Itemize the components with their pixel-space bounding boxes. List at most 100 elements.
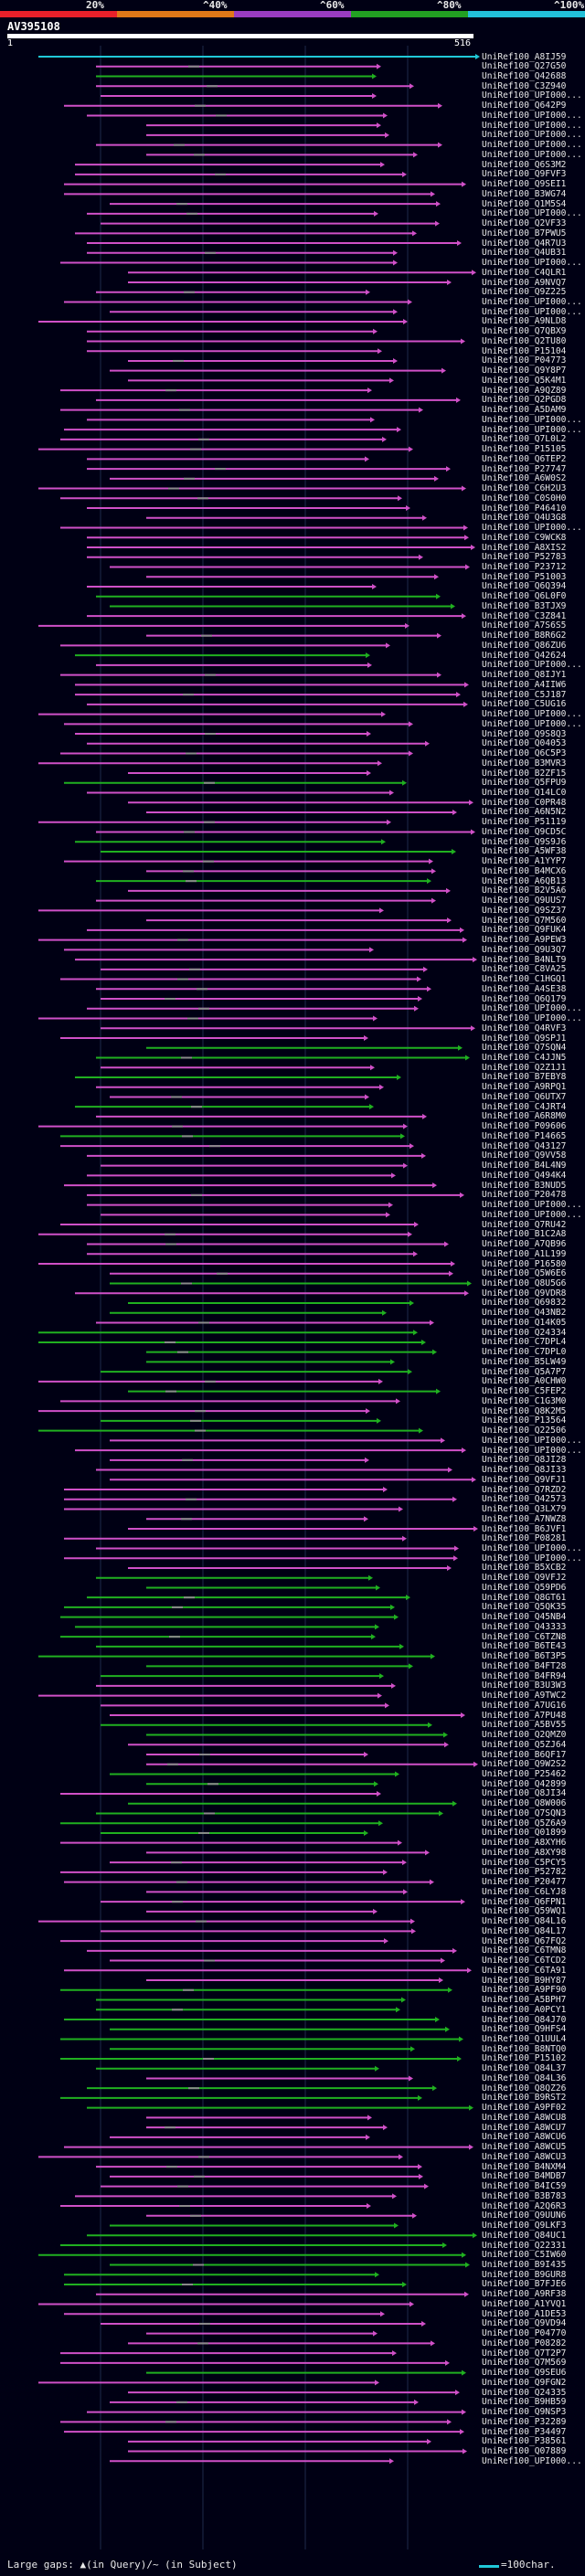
hit-label[interactable]: UniRef100_A5BV55 <box>482 1720 567 1731</box>
hit-label[interactable]: UniRef100_UPI000... <box>482 414 582 425</box>
hit-label[interactable]: UniRef100_Q1M5S4 <box>482 198 567 209</box>
hit-label[interactable]: UniRef100_C0PR48 <box>482 797 567 808</box>
hit-label[interactable]: UniRef100_C1G3M0 <box>482 1395 567 1406</box>
hit-label[interactable]: UniRef100_Q8JI28 <box>482 1455 567 1466</box>
hit-label[interactable]: UniRef100_B7PWU5 <box>482 228 567 239</box>
hit-label[interactable]: UniRef100_C4QLR1 <box>482 267 567 278</box>
hit-label[interactable]: UniRef100_C1HGQ1 <box>482 974 567 985</box>
hit-label[interactable]: UniRef100_B3B783 <box>482 2190 567 2201</box>
hit-label[interactable]: UniRef100_C5IW60 <box>482 2250 567 2261</box>
hit-label[interactable]: UniRef100_A9RF38 <box>482 2289 567 2300</box>
hit-label[interactable]: UniRef100_Q7L0L2 <box>482 434 567 445</box>
hit-label[interactable]: UniRef100_Q45NB4 <box>482 1612 567 1623</box>
hit-label[interactable]: UniRef100_UPI000... <box>482 140 582 151</box>
hit-label[interactable]: UniRef100_Q42624 <box>482 650 567 661</box>
hit-label[interactable]: UniRef100_A8WCU6 <box>482 2132 567 2143</box>
hit-label[interactable]: UniRef100_P04773 <box>482 355 567 366</box>
hit-label[interactable]: UniRef100_A2Q6R3 <box>482 2200 567 2211</box>
hit-label[interactable]: UniRef100_Q6Q394 <box>482 581 567 592</box>
hit-label[interactable]: UniRef100_Q8U5G6 <box>482 1278 567 1288</box>
hit-label[interactable]: UniRef100_UPI000... <box>482 149 582 160</box>
hit-label[interactable]: UniRef100_UPI000... <box>482 718 582 729</box>
hit-label[interactable]: UniRef100_B6JVF1 <box>482 1523 567 1534</box>
hit-label[interactable]: UniRef100_UPI000... <box>482 110 582 121</box>
hit-label[interactable]: UniRef100_P51119 <box>482 817 567 828</box>
hit-label[interactable]: UniRef100_A8WCU3 <box>482 2151 567 2162</box>
hit-label[interactable]: UniRef100_Q8K2M5 <box>482 1405 567 1416</box>
hit-label[interactable]: UniRef100_Q42899 <box>482 1778 567 1789</box>
hit-label[interactable]: UniRef100_Q01899 <box>482 1828 567 1839</box>
hit-label[interactable]: UniRef100_B4NXM4 <box>482 2161 567 2172</box>
hit-label[interactable]: UniRef100_Q69832 <box>482 1298 567 1309</box>
hit-label[interactable]: UniRef100_Q84L17 <box>482 1925 567 1936</box>
hit-label[interactable]: UniRef100_P16580 <box>482 1258 567 1269</box>
hit-label[interactable]: UniRef100_Q84UC1 <box>482 2230 567 2241</box>
hit-label[interactable]: UniRef100_B8R6G2 <box>482 631 567 641</box>
hit-label[interactable]: UniRef100_Q8JI33 <box>482 1465 567 1476</box>
hit-label[interactable]: UniRef100_A9RPQ1 <box>482 1082 567 1093</box>
hit-label[interactable]: UniRef100_Q4RVF3 <box>482 1023 567 1034</box>
hit-label[interactable]: UniRef100_Q24335 <box>482 2387 567 2398</box>
hit-label[interactable]: UniRef100_A5BPH7 <box>482 1995 567 2006</box>
hit-label[interactable]: UniRef100_P04770 <box>482 2328 567 2339</box>
hit-label[interactable]: UniRef100_B1C2A8 <box>482 1229 567 1240</box>
hit-label[interactable]: UniRef100_UPI000... <box>482 1435 582 1446</box>
hit-label[interactable]: UniRef100_P32289 <box>482 2416 567 2427</box>
hit-label[interactable]: UniRef100_A7PU48 <box>482 1710 567 1721</box>
hit-label[interactable]: UniRef100_A1YYP7 <box>482 856 567 867</box>
hit-label[interactable]: UniRef100_B3TJX9 <box>482 600 567 611</box>
hit-label[interactable]: UniRef100_Q8GT61 <box>482 1592 567 1603</box>
hit-label[interactable]: UniRef100_Q7SQN4 <box>482 1043 567 1054</box>
hit-label[interactable]: UniRef100_Q86ZU6 <box>482 640 567 651</box>
hit-label[interactable]: UniRef100_Q9FVF3 <box>482 169 567 180</box>
hit-label[interactable]: UniRef100_A9TWC2 <box>482 1691 567 1701</box>
hit-label[interactable]: UniRef100_Q9VFJ1 <box>482 1474 567 1485</box>
hit-label[interactable]: UniRef100_Q84L36 <box>482 2072 567 2083</box>
hit-label[interactable]: UniRef100_A6QB13 <box>482 875 567 886</box>
hit-label[interactable]: UniRef100_UPI000... <box>482 1209 582 1220</box>
hit-label[interactable]: UniRef100_P13564 <box>482 1415 567 1426</box>
hit-label[interactable]: UniRef100_A5DAM9 <box>482 405 567 416</box>
hit-label[interactable]: UniRef100_Q1UUL4 <box>482 2033 567 2044</box>
hit-label[interactable]: UniRef100_B9RST2 <box>482 2093 567 2104</box>
hit-label[interactable]: UniRef100_C7DPL4 <box>482 1337 567 1348</box>
hit-label[interactable]: UniRef100_Q9SEU6 <box>482 2368 567 2379</box>
hit-label[interactable]: UniRef100_Q9NSP3 <box>482 2407 567 2418</box>
hit-label[interactable]: UniRef100_Q7QBX9 <box>482 326 567 337</box>
hit-label[interactable]: UniRef100_UPI000... <box>482 2455 582 2466</box>
hit-label[interactable]: UniRef100_Q7SQN3 <box>482 1807 567 1818</box>
hit-label[interactable]: UniRef100_Q6FPN1 <box>482 1896 567 1907</box>
hit-label[interactable]: UniRef100_A9NLD8 <box>482 316 567 327</box>
hit-label[interactable]: UniRef100_Q59PD6 <box>482 1582 567 1593</box>
hit-label[interactable]: UniRef100_C6TCD2 <box>482 1956 567 1966</box>
hit-label[interactable]: UniRef100_Q42573 <box>482 1494 567 1505</box>
hit-label[interactable]: UniRef100_P09606 <box>482 1121 567 1132</box>
hit-label[interactable]: UniRef100_B8NTQ0 <box>482 2043 567 2054</box>
hit-label[interactable]: UniRef100_B2V5A6 <box>482 885 567 896</box>
hit-label[interactable]: UniRef100_Q5QK35 <box>482 1602 567 1613</box>
hit-label[interactable]: UniRef100_Q07889 <box>482 2446 567 2457</box>
hit-label[interactable]: UniRef100_Q2PGD8 <box>482 395 567 406</box>
hit-label[interactable]: UniRef100_Q27G50 <box>482 61 567 72</box>
hit-label[interactable]: UniRef100_B4IC59 <box>482 2181 567 2192</box>
hit-label[interactable]: UniRef100_C7DPL0 <box>482 1347 567 1358</box>
hit-label[interactable]: UniRef100_Q9VDR8 <box>482 1288 567 1299</box>
hit-label[interactable]: UniRef100_UPI000... <box>482 297 582 307</box>
hit-label[interactable]: UniRef100_A5WF38 <box>482 846 567 857</box>
hit-label[interactable]: UniRef100_Q494K4 <box>482 1170 567 1181</box>
hit-label[interactable]: UniRef100_UPI000... <box>482 208 582 219</box>
hit-label[interactable]: UniRef100_Q8QZ26 <box>482 2083 567 2094</box>
hit-label[interactable]: UniRef100_Q42688 <box>482 70 567 81</box>
hit-label[interactable]: UniRef100_UPI000... <box>482 523 582 534</box>
hit-label[interactable]: UniRef100_Q9VD94 <box>482 2318 567 2329</box>
hit-label[interactable]: UniRef100_C3Z841 <box>482 610 567 621</box>
hit-label[interactable]: UniRef100_A1DE53 <box>482 2308 567 2319</box>
hit-label[interactable]: UniRef100_Q9Z225 <box>482 287 567 298</box>
hit-label[interactable]: UniRef100_Q9HFS4 <box>482 2024 567 2035</box>
hit-label[interactable]: UniRef100_B7FJE6 <box>482 2279 567 2290</box>
hit-label[interactable]: UniRef100_P20477 <box>482 1877 567 1888</box>
hit-label[interactable]: UniRef100_A7NWZ8 <box>482 1513 567 1524</box>
hit-label[interactable]: UniRef100_Q6Q179 <box>482 993 567 1004</box>
hit-label[interactable]: UniRef100_A9PF02 <box>482 2103 567 2114</box>
hit-label[interactable]: UniRef100_UPI000... <box>482 120 582 131</box>
